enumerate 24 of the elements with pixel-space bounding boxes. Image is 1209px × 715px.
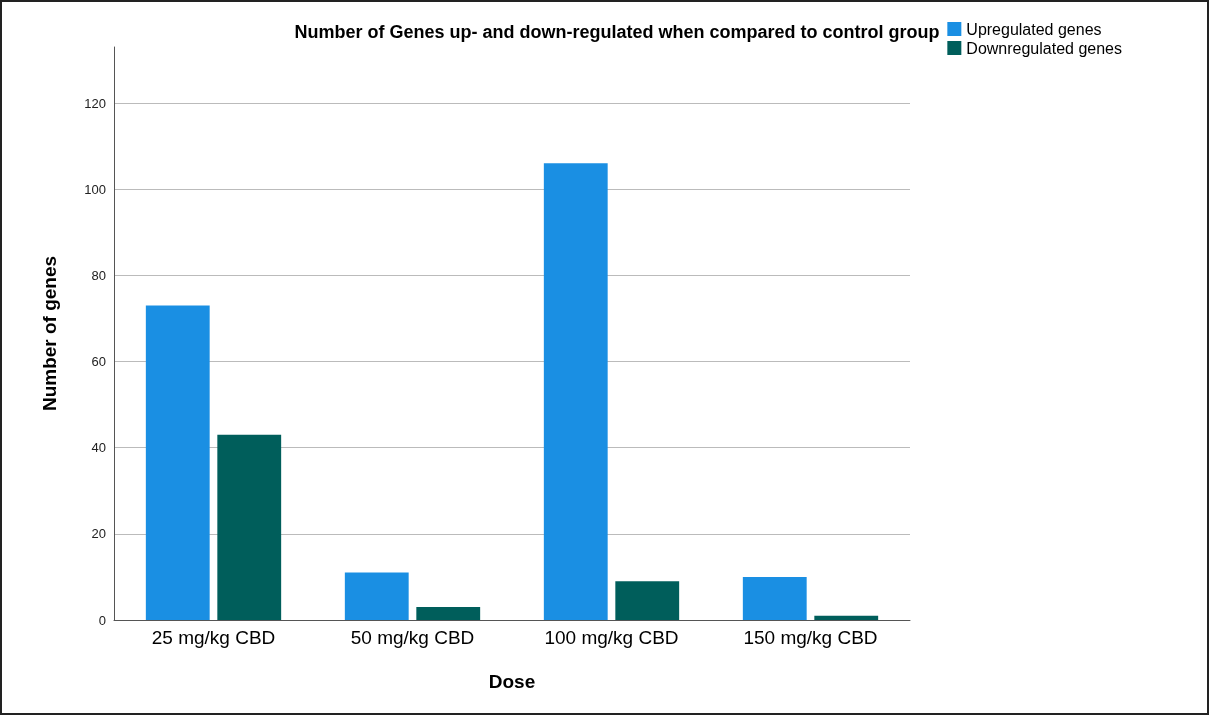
x-tick-label: 25 mg/kg CBD <box>151 627 276 648</box>
bar <box>416 607 481 620</box>
bar <box>217 434 282 620</box>
x-tick-label: 150 mg/kg CBD <box>743 627 878 648</box>
y-tick-label: 0 <box>98 612 106 628</box>
bar <box>344 572 409 620</box>
legend-label: Downregulated genes <box>966 39 1123 57</box>
y-tick-label: 60 <box>91 354 106 369</box>
y-tick-label: 80 <box>91 267 106 283</box>
bar <box>742 576 807 620</box>
bar <box>145 305 210 620</box>
chart-title: Number of Genes up- and down-regulated when compared to control group <box>294 22 940 42</box>
x-tick-label: 50 mg/kg CBD <box>350 627 475 648</box>
y-tick-label: 100 <box>84 181 106 197</box>
y-tick-label: 40 <box>91 440 106 456</box>
bar <box>615 581 680 620</box>
legend-label: Upregulated genes <box>966 20 1102 38</box>
y-axis-title: Number of genes <box>39 255 60 412</box>
x-axis-title: Dose <box>488 671 536 692</box>
bar <box>814 615 879 620</box>
y-tick-label: 20 <box>91 526 106 542</box>
x-tick-label: 100 mg/kg CBD <box>544 627 679 648</box>
bar <box>543 163 608 620</box>
y-tick-label: 120 <box>84 95 106 111</box>
